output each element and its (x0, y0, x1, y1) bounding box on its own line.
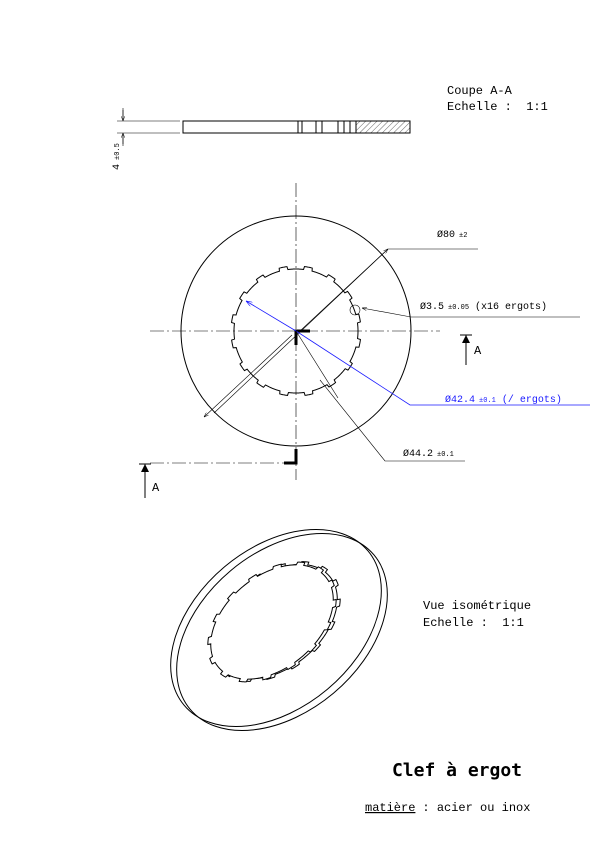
dim-value: Ø42.4 (445, 394, 475, 406)
thickness-dim: 4 ±0.5 (112, 143, 123, 170)
iso-scale: Echelle : 1:1 (423, 616, 524, 630)
section-mark: A (152, 481, 160, 495)
dim-note: (x16 ergots) (475, 301, 547, 313)
dim-value: Ø44.2 (403, 448, 433, 460)
dim-value: Ø80 (437, 229, 455, 241)
material-value: : acier ou inox (422, 801, 530, 815)
lug-circle-dim: Ø42.4 ±0.1 (/ ergots) (445, 394, 562, 406)
iso-lug-profile (186, 539, 359, 706)
dim-tol: ±0.05 (448, 304, 469, 312)
dim-tol: ±0.5 (114, 143, 122, 160)
outer-dia-dim: Ø80 ±2 (437, 229, 467, 241)
section-title: Coupe A-A (447, 84, 513, 98)
dim-value: 4 (112, 164, 123, 170)
lug-dia-dim: Ø3.5 ±0.05 (x16 ergots) (420, 301, 547, 313)
front-view (139, 183, 590, 498)
section-mark: A (474, 344, 482, 358)
section-view: 4 ±0.5 (112, 108, 411, 170)
bore-dia-dim: Ø44.2 ±0.1 (403, 448, 454, 460)
dim-tol: ±2 (459, 232, 467, 240)
iso-title: Vue isométrique (423, 599, 531, 613)
dim-value: Ø3.5 (420, 301, 444, 313)
part-title: Clef à ergot (392, 760, 522, 781)
dim-tol: ±0.1 (479, 397, 496, 405)
material: matière : acier ou inox (365, 801, 530, 815)
dim-tol: ±0.1 (437, 451, 454, 459)
section-scale: Echelle : 1:1 (447, 100, 548, 114)
material-label: matière (365, 801, 415, 815)
iso-view (170, 528, 388, 732)
dim-note: (/ ergots) (502, 394, 562, 406)
